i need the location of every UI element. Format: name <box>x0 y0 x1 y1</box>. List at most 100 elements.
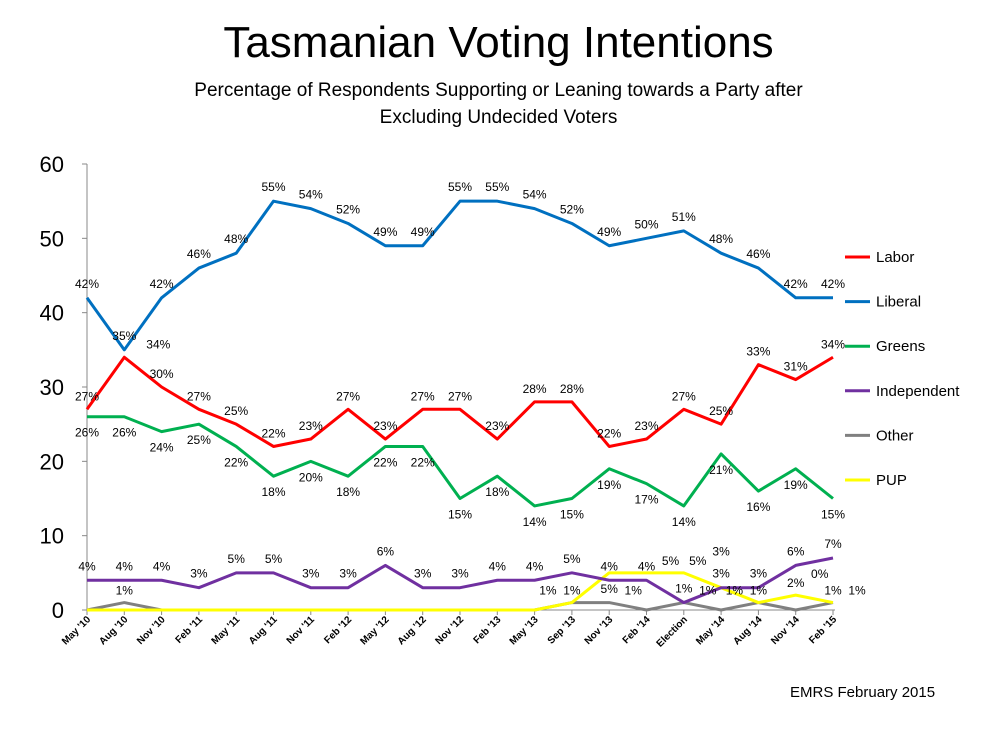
y-tick-label: 10 <box>40 524 64 549</box>
data-label: 14% <box>523 515 547 529</box>
data-label: 7% <box>824 537 842 551</box>
data-label: 27% <box>448 389 472 403</box>
legend-label-liberal: Liberal <box>876 294 921 311</box>
chart-subtitle-line1: Percentage of Respondents Supporting or … <box>194 80 803 101</box>
data-label: 18% <box>336 485 360 499</box>
data-label: 5% <box>228 552 246 566</box>
data-label: 5% <box>265 552 283 566</box>
source-note: EMRS February 2015 <box>790 684 936 701</box>
x-tick-label: Feb '15 <box>807 614 839 646</box>
data-label: 27% <box>672 389 696 403</box>
data-label: 20% <box>299 470 323 484</box>
data-label: 15% <box>560 508 584 522</box>
legend-label-pup: PUP <box>876 472 907 489</box>
data-label: 3% <box>414 567 432 581</box>
data-label: 4% <box>526 559 544 573</box>
y-tick-label: 20 <box>40 449 64 474</box>
data-label: 30% <box>150 367 174 381</box>
series-line-independent <box>87 556 834 605</box>
data-label: 23% <box>485 419 509 433</box>
data-label: 26% <box>75 426 99 440</box>
y-tick-label: 30 <box>40 375 64 400</box>
data-label: 35% <box>112 329 136 343</box>
data-label: 4% <box>638 559 656 573</box>
data-label: 3% <box>190 567 208 581</box>
data-label: 14% <box>672 515 696 529</box>
data-label: 5% <box>662 554 680 568</box>
data-label: 52% <box>336 202 360 216</box>
data-label: 25% <box>187 433 211 447</box>
data-label: 3% <box>712 545 730 559</box>
series-line-labor <box>85 355 834 448</box>
x-tick-label: Feb '14 <box>621 614 653 646</box>
data-label: 42% <box>784 277 808 291</box>
data-label: 49% <box>597 225 621 239</box>
data-label: 1% <box>116 584 134 598</box>
data-label: 6% <box>787 544 805 558</box>
data-label: 4% <box>116 559 134 573</box>
y-tick-label: 40 <box>40 301 64 326</box>
x-tick-label: May '13 <box>508 614 541 647</box>
x-tick-label: Aug '10 <box>97 614 130 647</box>
data-label: 19% <box>784 478 808 492</box>
data-label: 3% <box>339 567 357 581</box>
data-label: 46% <box>746 247 770 261</box>
data-label: 16% <box>746 500 770 514</box>
data-label: 22% <box>411 455 435 469</box>
legend-label-other: Other <box>876 427 914 444</box>
data-label: 1% <box>675 582 693 596</box>
x-tick-label: Nov '11 <box>285 614 318 647</box>
data-label: 55% <box>448 180 472 194</box>
data-label: 0% <box>811 567 829 581</box>
data-label: 4% <box>78 559 96 573</box>
data-label: 15% <box>448 508 472 522</box>
data-label: 33% <box>746 345 770 359</box>
x-tick-label: Nov '12 <box>433 614 466 647</box>
x-tick-label: Election <box>655 614 690 649</box>
x-tick-label: Feb '12 <box>322 614 354 646</box>
data-label: 3% <box>302 567 320 581</box>
data-label: 1% <box>848 584 866 598</box>
data-label: 52% <box>560 202 584 216</box>
legend-label-independent: Independent <box>876 383 960 400</box>
data-label: 27% <box>411 389 435 403</box>
data-label: 1% <box>824 584 842 598</box>
data-label: 4% <box>489 559 507 573</box>
y-tick-label: 0 <box>52 598 64 623</box>
x-tick-label: May '12 <box>358 614 391 647</box>
x-tick-label: Feb '11 <box>174 614 206 646</box>
data-label: 34% <box>146 337 170 351</box>
x-tick-label: Aug '14 <box>731 614 764 647</box>
data-label: 23% <box>634 419 658 433</box>
data-label: 49% <box>373 225 397 239</box>
data-label: 2% <box>787 576 805 590</box>
data-label: 55% <box>485 180 509 194</box>
data-label: 21% <box>709 463 733 477</box>
series-line-liberal <box>85 199 833 352</box>
data-label: 54% <box>299 188 323 202</box>
data-label: 49% <box>411 225 435 239</box>
x-tick-label: May '14 <box>694 614 727 647</box>
data-label: 42% <box>821 277 845 291</box>
data-label: 18% <box>261 485 285 499</box>
data-label: 54% <box>523 188 547 202</box>
data-label: 4% <box>601 559 619 573</box>
x-tick-label: Feb '13 <box>472 614 504 646</box>
data-label: 24% <box>150 441 174 455</box>
data-label: 42% <box>75 277 99 291</box>
data-label: 23% <box>373 419 397 433</box>
data-label: 18% <box>485 485 509 499</box>
data-label: 1% <box>750 584 768 598</box>
data-label: 17% <box>634 493 658 507</box>
data-label: 55% <box>261 180 285 194</box>
data-label: 25% <box>709 404 733 418</box>
series-line-greens <box>87 415 834 508</box>
data-label: 27% <box>336 389 360 403</box>
data-label: 1% <box>563 584 581 598</box>
data-label: 48% <box>224 232 248 246</box>
data-label: 3% <box>451 567 469 581</box>
x-tick-label: May '10 <box>60 614 93 647</box>
data-label: 22% <box>224 455 248 469</box>
